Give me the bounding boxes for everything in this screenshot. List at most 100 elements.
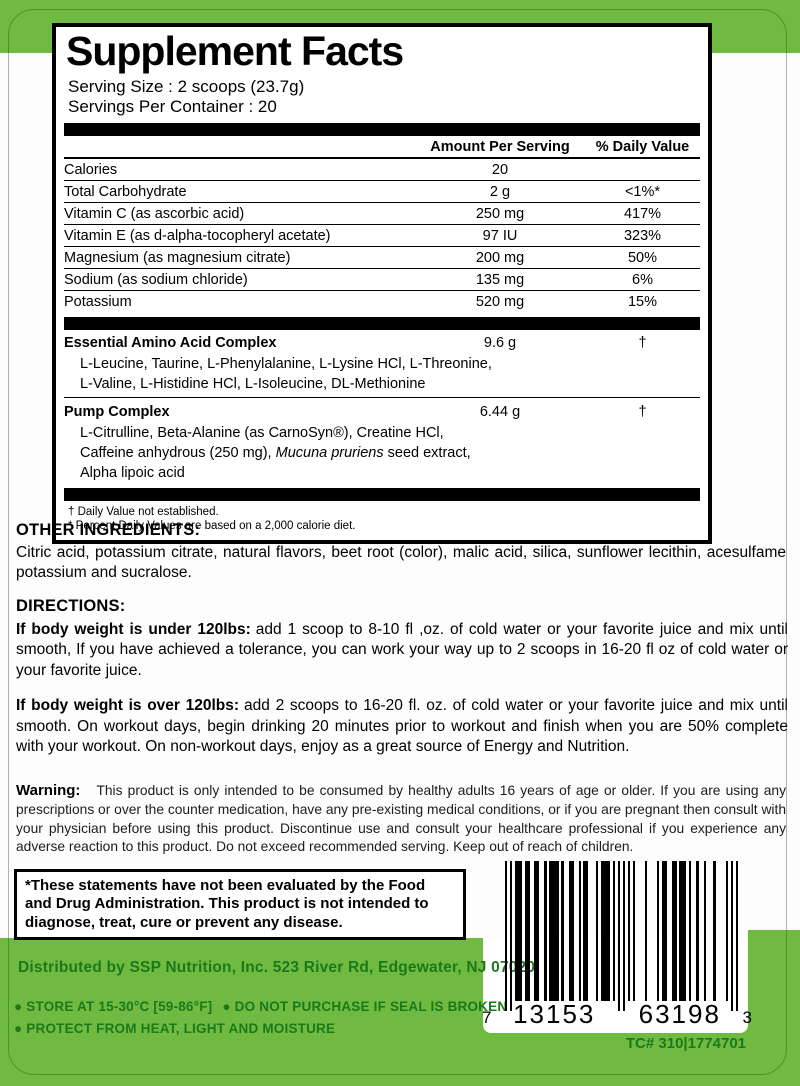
complex-amount: 6.44 g (479, 404, 521, 421)
facts-header-row: Amount Per Serving % Daily Value (64, 136, 700, 160)
barcode-bar (617, 861, 621, 1011)
barcode-bar (713, 861, 716, 1001)
nutrient-row: Potassium 520 mg 15% (64, 291, 700, 312)
other-ingredients-text: Citric acid, potassium citrate, natural … (16, 544, 786, 582)
nutrient-name: Magnesium (as magnesium citrate) (64, 249, 291, 266)
nutrient-name: Potassium (64, 293, 132, 310)
barcode-bar (735, 861, 738, 1011)
barcode-bar (509, 861, 513, 1011)
pump-complex-block: Pump Complex 6.44 g † L-Citrulline, Beta… (64, 397, 700, 483)
barcode-bar (627, 861, 631, 1001)
complex-name: Essential Amino Acid Complex (64, 335, 277, 352)
nutrient-name: Vitamin C (as ascorbic acid) (64, 205, 245, 222)
thick-divider (64, 488, 700, 502)
fda-disclaimer-box: *These statements have not been evaluate… (14, 869, 466, 940)
nutrient-name: Calories (64, 161, 118, 178)
barcode-bar (612, 861, 616, 1001)
barcode-bar (561, 861, 564, 1001)
directions-over-120-text: add 2 scoops to 16-20 fl. oz. of cold wa… (16, 697, 788, 756)
barcode-bar (524, 861, 530, 1001)
barcode-bar (679, 861, 687, 1001)
storage-note: ● STORE AT 15-30°C [59-86°F] (14, 999, 213, 1014)
storage-note: ● PROTECT FROM HEAT, LIGHT AND MOISTURE (14, 1021, 336, 1036)
barcode-bar (671, 861, 677, 1001)
nutrient-amount: 20 (491, 161, 509, 178)
footnote-dagger: † Daily Value not established. (68, 506, 219, 519)
barcode-bar (661, 861, 667, 1001)
nutrient-dv: <1%* (624, 183, 661, 200)
serving-size: Serving Size : 2 scoops (23.7g) (68, 76, 305, 96)
nutrient-amount: 97 IU (482, 227, 518, 244)
barcode-bar (505, 861, 508, 1011)
eaa-complex-block: Essential Amino Acid Complex 9.6 g † L-L… (64, 330, 700, 394)
supplement-facts-box: Supplement Facts Serving Size : 2 scoops… (52, 23, 712, 545)
barcode-bar (730, 861, 734, 1011)
facts-title: Supplement Facts (66, 28, 404, 74)
header-daily-value: % Daily Value (595, 139, 690, 156)
servings-per-container: Servings Per Container : 20 (68, 97, 277, 117)
directions-under-120-lead: If body weight is under 120lbs: (16, 621, 251, 638)
nutrient-row: Vitamin E (as d-alpha-tocopheryl acetate… (64, 225, 700, 248)
facts-footnotes: † Daily Value not established. * Percent… (68, 505, 700, 533)
nutrient-amount: 135 mg (475, 271, 525, 288)
warning-text: This product is only intended to be cons… (16, 783, 786, 855)
other-ingredients-heading: OTHER INGREDIENTS: (16, 521, 201, 539)
nutrient-amount: 2 g (489, 183, 511, 200)
nutrient-rows: Calories 20 Total Carbohydrate 2 g <1%* … (64, 159, 700, 312)
pump-ingredients-line: L-Citrulline, Beta-Alanine (as CarnoSyn®… (80, 425, 444, 442)
barcode-left-digit: 7 (482, 1008, 492, 1027)
barcode-bars (505, 861, 738, 1013)
pump-line2-post: seed extract, (383, 445, 471, 462)
nutrient-row: Magnesium (as magnesium citrate) 200 mg … (64, 247, 700, 270)
pump-line2-latin-name: Mucuna pruriens (275, 445, 384, 462)
barcode-bar (549, 861, 559, 1001)
directions-over-120: If body weight is over 120lbs: add 2 scoo… (16, 696, 788, 757)
barcode-bar (657, 861, 660, 1001)
directions-over-120-lead: If body weight is over 120lbs: (16, 697, 240, 715)
nutrient-name: Vitamin E (as d-alpha-tocopheryl acetate… (64, 227, 331, 244)
complex-name: Pump Complex (64, 404, 170, 421)
storage-notes-line2: ● PROTECT FROM HEAT, LIGHT AND MOISTURE (14, 1021, 335, 1036)
pump-line2-pre: Caffeine anhydrous (250 mg), (80, 445, 276, 462)
storage-note: ● DO NOT PURCHASE IF SEAL IS BROKEN (222, 999, 508, 1014)
nutrient-row: Total Carbohydrate 2 g <1%* (64, 181, 700, 204)
barcode-bar (703, 861, 707, 1001)
barcode-bar (583, 861, 589, 1001)
eaa-complex-row: Essential Amino Acid Complex 9.6 g † (64, 330, 700, 354)
thick-divider (64, 317, 700, 331)
barcode-bar (622, 861, 626, 1011)
directions-section: DIRECTIONS: If body weight is under 120l… (16, 597, 788, 758)
complex-amount: 9.6 g (483, 335, 517, 352)
nutrient-amount: 200 mg (475, 249, 525, 266)
nutrient-amount: 250 mg (475, 205, 525, 222)
nutrient-name: Sodium (as sodium chloride) (64, 271, 248, 288)
tc-number: TC# 310|1774701 (625, 1035, 746, 1052)
nutrient-name: Total Carbohydrate (64, 183, 187, 200)
barcode-bar (644, 861, 648, 1001)
storage-notes-line1: ● STORE AT 15-30°C [59-86°F] ● DO NOT PU… (14, 999, 507, 1014)
barcode-bar (595, 861, 599, 1001)
nutrient-dv: 417% (623, 205, 662, 222)
barcode-bar (725, 861, 729, 1001)
directions-under-120-text: add 1 scoop to 8-10 fl ,oz. of cold wate… (16, 621, 788, 679)
barcode-bar (600, 861, 611, 1001)
pump-ingredients-line: Caffeine anhydrous (250 mg), Mucuna prur… (64, 443, 700, 463)
complex-dv: † (638, 335, 647, 352)
barcode-bar (514, 861, 523, 1001)
barcode-bar (696, 861, 699, 1001)
footnote-percent: * Percent Daily Values are based on a 2,… (68, 520, 356, 533)
barcode-bar (632, 861, 635, 1001)
pump-ingredients-line: Alpha lipoic acid (80, 465, 185, 482)
barcode-group2: 63198 (638, 999, 721, 1029)
nutrient-dv: 6% (632, 271, 653, 288)
nutrient-row: Sodium (as sodium chloride) 135 mg 6% (64, 269, 700, 292)
barcode-bar (688, 861, 692, 1001)
barcode-bar (578, 861, 582, 1001)
pump-complex-row: Pump Complex 6.44 g † (64, 399, 700, 423)
other-ingredients-section: OTHER INGREDIENTS: Citric acid, potassiu… (16, 521, 786, 584)
barcode-group1: 13153 (513, 999, 596, 1029)
barcode-bar (534, 861, 540, 1001)
barcode-digits: 7 13153 63198 3 (482, 999, 752, 1030)
nutrient-row: Vitamin C (as ascorbic acid) 250 mg 417% (64, 203, 700, 226)
